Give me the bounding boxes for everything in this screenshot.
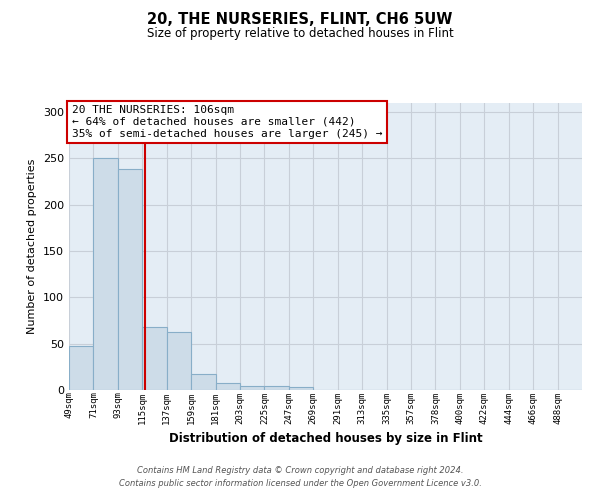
Bar: [118, 170, 142, 390]
Text: Contains HM Land Registry data © Crown copyright and database right 2024.
Contai: Contains HM Land Registry data © Crown c…: [119, 466, 481, 487]
Text: 20, THE NURSERIES, FLINT, CH6 5UW: 20, THE NURSERIES, FLINT, CH6 5UW: [148, 12, 452, 28]
Bar: [289, 387, 313, 390]
Bar: [215, 382, 240, 390]
Bar: [167, 332, 191, 390]
Bar: [69, 346, 94, 390]
X-axis label: Distribution of detached houses by size in Flint: Distribution of detached houses by size …: [169, 432, 482, 445]
Bar: [191, 374, 215, 390]
Text: 20 THE NURSERIES: 106sqm
← 64% of detached houses are smaller (442)
35% of semi-: 20 THE NURSERIES: 106sqm ← 64% of detach…: [71, 106, 382, 138]
Bar: [94, 158, 118, 390]
Bar: [265, 386, 289, 390]
Y-axis label: Number of detached properties: Number of detached properties: [28, 158, 37, 334]
Bar: [240, 386, 265, 390]
Text: Size of property relative to detached houses in Flint: Size of property relative to detached ho…: [146, 28, 454, 40]
Bar: [142, 327, 167, 390]
